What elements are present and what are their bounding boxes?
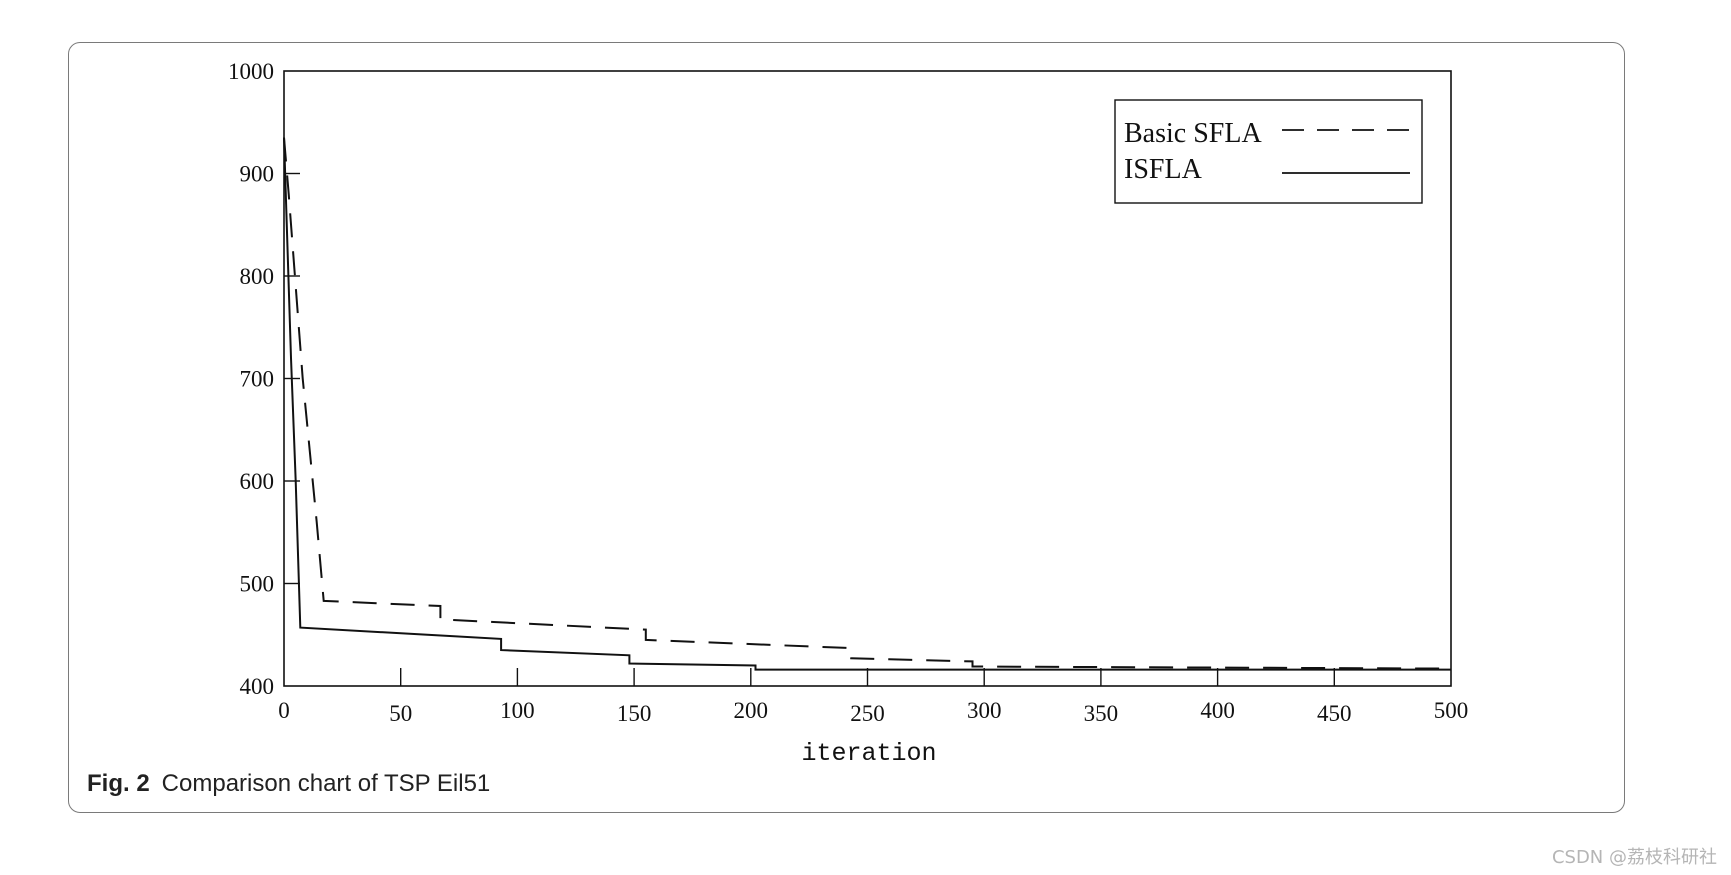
y-tick-label: 400 — [240, 674, 275, 699]
figure-caption-text: Comparison chart of TSP Eil51 — [161, 770, 491, 797]
x-tick-label: 450 — [1317, 701, 1352, 726]
figure-caption: Fig. 2 Comparison chart of TSP Eil51 — [87, 770, 490, 798]
series-line-isfla — [283, 137, 1451, 671]
y-tick-label: 1000 — [228, 59, 274, 84]
y-tick-label: 500 — [240, 572, 275, 597]
x-tick-label: 500 — [1434, 698, 1469, 723]
x-tick-label: 200 — [734, 698, 769, 723]
legend: Basic SFLA ISFLA — [1114, 99, 1423, 204]
legend-entry-isfla: ISFLA — [1124, 154, 1203, 185]
x-tick-label: 0 — [278, 698, 290, 723]
y-axis: 400 500 600 700 800 900 1000 — [228, 59, 300, 699]
x-tick-label: 300 — [967, 698, 1002, 723]
x-tick-label: 400 — [1200, 698, 1235, 723]
series-layer — [283, 137, 1452, 671]
y-tick-label: 800 — [240, 264, 275, 289]
x-tick-label: 150 — [617, 701, 652, 726]
x-tick-label: 100 — [500, 698, 535, 723]
figure-label: Fig. 2 — [87, 770, 150, 797]
x-axis-label: iteration — [801, 739, 936, 768]
legend-box — [1114, 99, 1423, 204]
x-tick-label: 250 — [850, 701, 885, 726]
series-line-basic-sfla — [283, 137, 1452, 670]
y-tick-label: 700 — [240, 367, 275, 392]
x-tick-label: 350 — [1084, 701, 1119, 726]
x-tick-label: 50 — [389, 701, 412, 726]
watermark: CSDN @荔枝科研社 — [1551, 847, 1717, 868]
x-axis: 0 50 100 150 200 250 300 350 400 450 500 — [278, 668, 1468, 726]
legend-entry-basic-sfla: Basic SFLA — [1124, 118, 1262, 149]
y-tick-label: 600 — [240, 469, 275, 494]
y-tick-label: 900 — [240, 162, 275, 187]
